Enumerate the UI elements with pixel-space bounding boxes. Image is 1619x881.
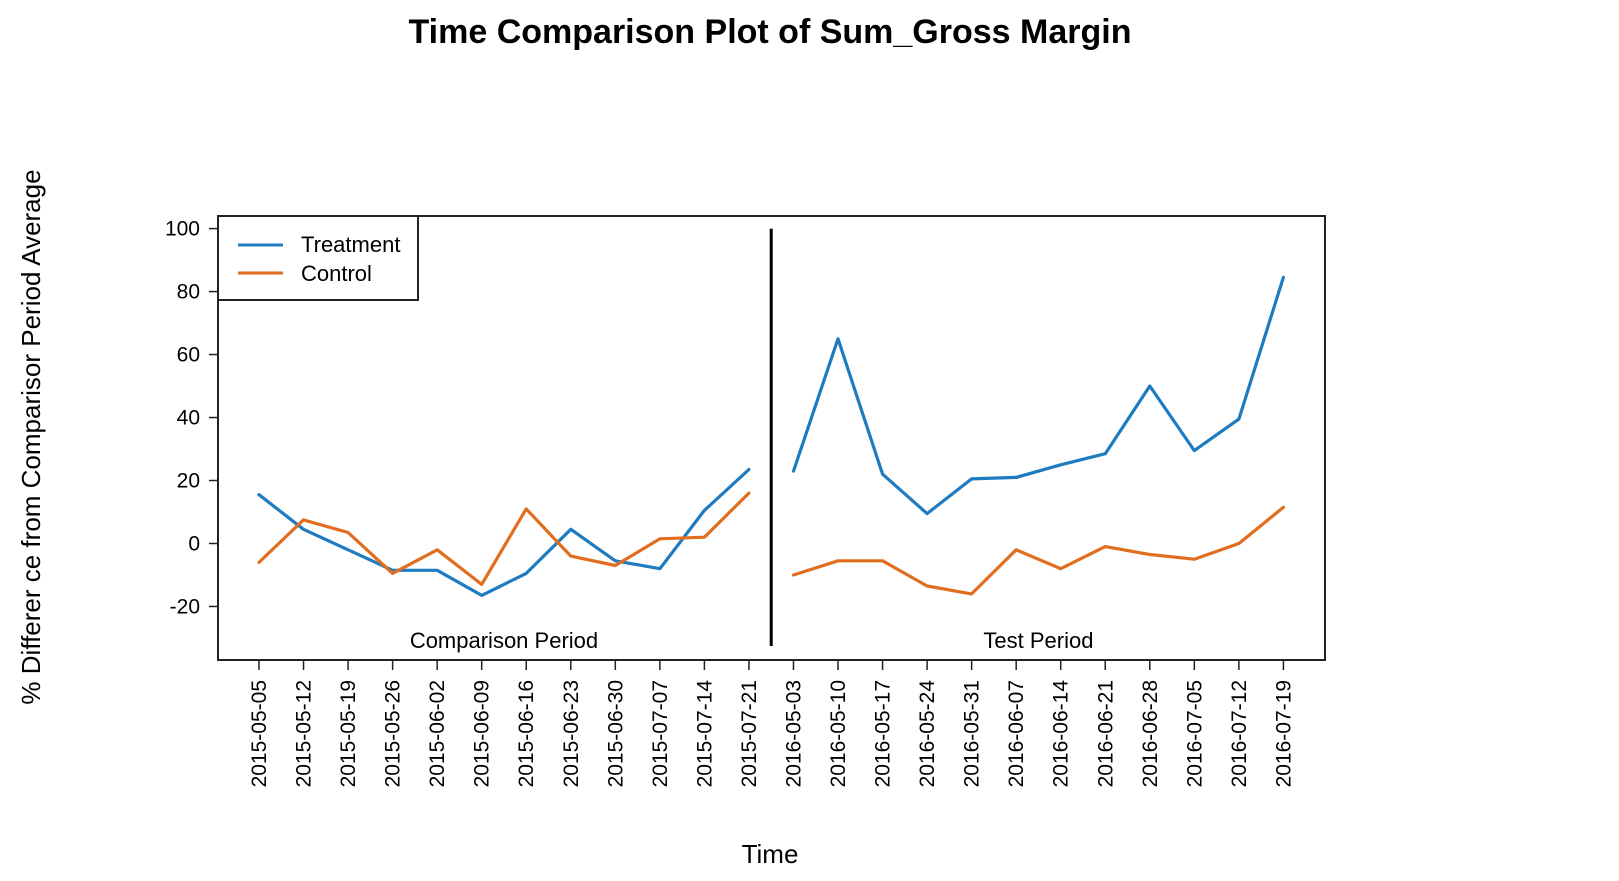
legend-box <box>217 215 419 301</box>
data-point-control <box>970 592 973 596</box>
y-tick-label: 40 <box>177 407 200 430</box>
data-point-control <box>881 559 884 563</box>
x-tick-label: 2015-07-07 <box>649 680 672 787</box>
x-tick-label: 2016-05-03 <box>782 680 805 787</box>
data-point-treatment <box>525 572 528 575</box>
x-tick-label: 2016-05-17 <box>872 680 895 787</box>
y-tick-label: 100 <box>165 218 200 241</box>
y-tick-label: 0 <box>188 532 200 555</box>
data-point-treatment <box>836 337 840 341</box>
data-point-treatment <box>1148 384 1152 388</box>
data-point-treatment <box>435 569 439 572</box>
series-line-treatment <box>791 275 1286 516</box>
data-point-control <box>1282 506 1285 509</box>
x-tick-label: 2016-07-19 <box>1272 680 1295 787</box>
data-point-control <box>302 518 305 522</box>
data-point-control <box>1104 545 1107 548</box>
data-point-control <box>1148 553 1152 556</box>
data-point-control <box>703 535 706 539</box>
legend: Treatment Control <box>217 215 419 301</box>
data-point-treatment <box>970 477 973 481</box>
x-tick-label: 2016-06-07 <box>1005 680 1028 787</box>
x-tick-label: 2016-07-12 <box>1228 680 1251 787</box>
data-point-control <box>925 584 929 588</box>
series-line-control <box>791 505 1286 596</box>
x-tick-label: 2015-05-12 <box>293 680 316 787</box>
x-tick-label: 2015-06-09 <box>471 680 494 787</box>
series-line-treatment <box>257 467 751 598</box>
period-label: Test Period <box>983 628 1093 653</box>
series-line-control <box>257 491 751 587</box>
data-point-treatment <box>1193 449 1196 452</box>
data-point-control <box>391 572 394 575</box>
data-point-treatment <box>881 473 884 476</box>
data-point-treatment <box>703 509 706 512</box>
data-point-control <box>1014 548 1018 551</box>
data-point-treatment <box>747 468 751 471</box>
x-tick-label: 2015-05-19 <box>337 680 360 787</box>
period-label-layer: Comparison Period Test Period <box>410 628 1094 653</box>
data-point-treatment <box>1014 476 1018 479</box>
x-tick-label: 2015-06-02 <box>426 680 449 787</box>
data-point-control <box>480 583 483 586</box>
data-point-treatment <box>480 594 483 597</box>
data-point-control <box>614 564 617 567</box>
y-tick-label: 80 <box>177 281 200 304</box>
legend-label-control: Control <box>301 261 372 286</box>
legend-label-treatment: Treatment <box>301 232 400 257</box>
x-tick-label: 2016-05-24 <box>916 680 939 788</box>
data-point-control <box>658 537 662 540</box>
x-tick-label: 2015-07-21 <box>738 680 761 787</box>
y-tick-label: 60 <box>177 344 200 367</box>
data-point-treatment <box>1059 463 1062 466</box>
x-tick-label: 2015-05-26 <box>382 680 405 787</box>
x-tick-label: 2016-06-28 <box>1139 680 1162 787</box>
y-tick-label: -20 <box>170 595 200 618</box>
y-tick-label: 20 <box>177 470 200 493</box>
data-point-treatment <box>1104 452 1107 455</box>
data-point-control <box>1059 567 1062 570</box>
data-point-control <box>792 573 795 577</box>
series-layer <box>257 275 1286 598</box>
data-point-treatment <box>925 512 929 515</box>
data-point-treatment <box>658 567 662 570</box>
data-point-treatment <box>614 559 617 563</box>
data-point-treatment <box>302 528 305 531</box>
x-tick-label: 2015-05-05 <box>248 680 271 787</box>
data-point-control <box>747 491 751 495</box>
data-point-control <box>836 559 840 563</box>
x-tick-label: 2015-06-30 <box>604 680 627 787</box>
data-point-treatment <box>346 548 350 551</box>
data-point-treatment <box>1282 276 1285 279</box>
x-axis-label: Time <box>742 839 799 869</box>
data-point-control <box>525 507 528 511</box>
x-tick-label: 2015-06-16 <box>515 680 538 787</box>
x-axis: 2015-05-05 2015-05-12 2015-05-19 2015-05-26… <box>248 659 1295 788</box>
x-tick-label: 2016-06-14 <box>1050 680 1073 788</box>
data-point-control <box>257 561 261 564</box>
period-label: Comparison Period <box>410 628 598 653</box>
data-point-control <box>1193 558 1196 561</box>
data-point-treatment <box>569 528 572 531</box>
data-point-control <box>1237 542 1241 545</box>
x-tick-label: 2015-07-14 <box>693 680 716 788</box>
data-point-treatment <box>1237 417 1241 421</box>
y-axis-label: % Differer ce from Comparisor Period Ave… <box>16 169 46 704</box>
data-point-control <box>346 531 350 534</box>
data-point-control <box>569 554 572 558</box>
y-axis: -20 0 20 40 60 80 100 <box>165 218 219 618</box>
x-tick-label: 2015-06-23 <box>560 680 583 787</box>
x-tick-label: 2016-07-05 <box>1183 680 1206 787</box>
x-tick-label: 2016-05-31 <box>961 680 984 787</box>
data-point-treatment <box>792 469 795 473</box>
x-tick-label: 2016-06-21 <box>1094 680 1117 787</box>
data-point-control <box>435 548 439 551</box>
chart-title: Time Comparison Plot of Sum_Gross Margin <box>409 13 1132 51</box>
data-point-treatment <box>257 493 261 496</box>
x-tick-label: 2016-05-10 <box>827 680 850 787</box>
